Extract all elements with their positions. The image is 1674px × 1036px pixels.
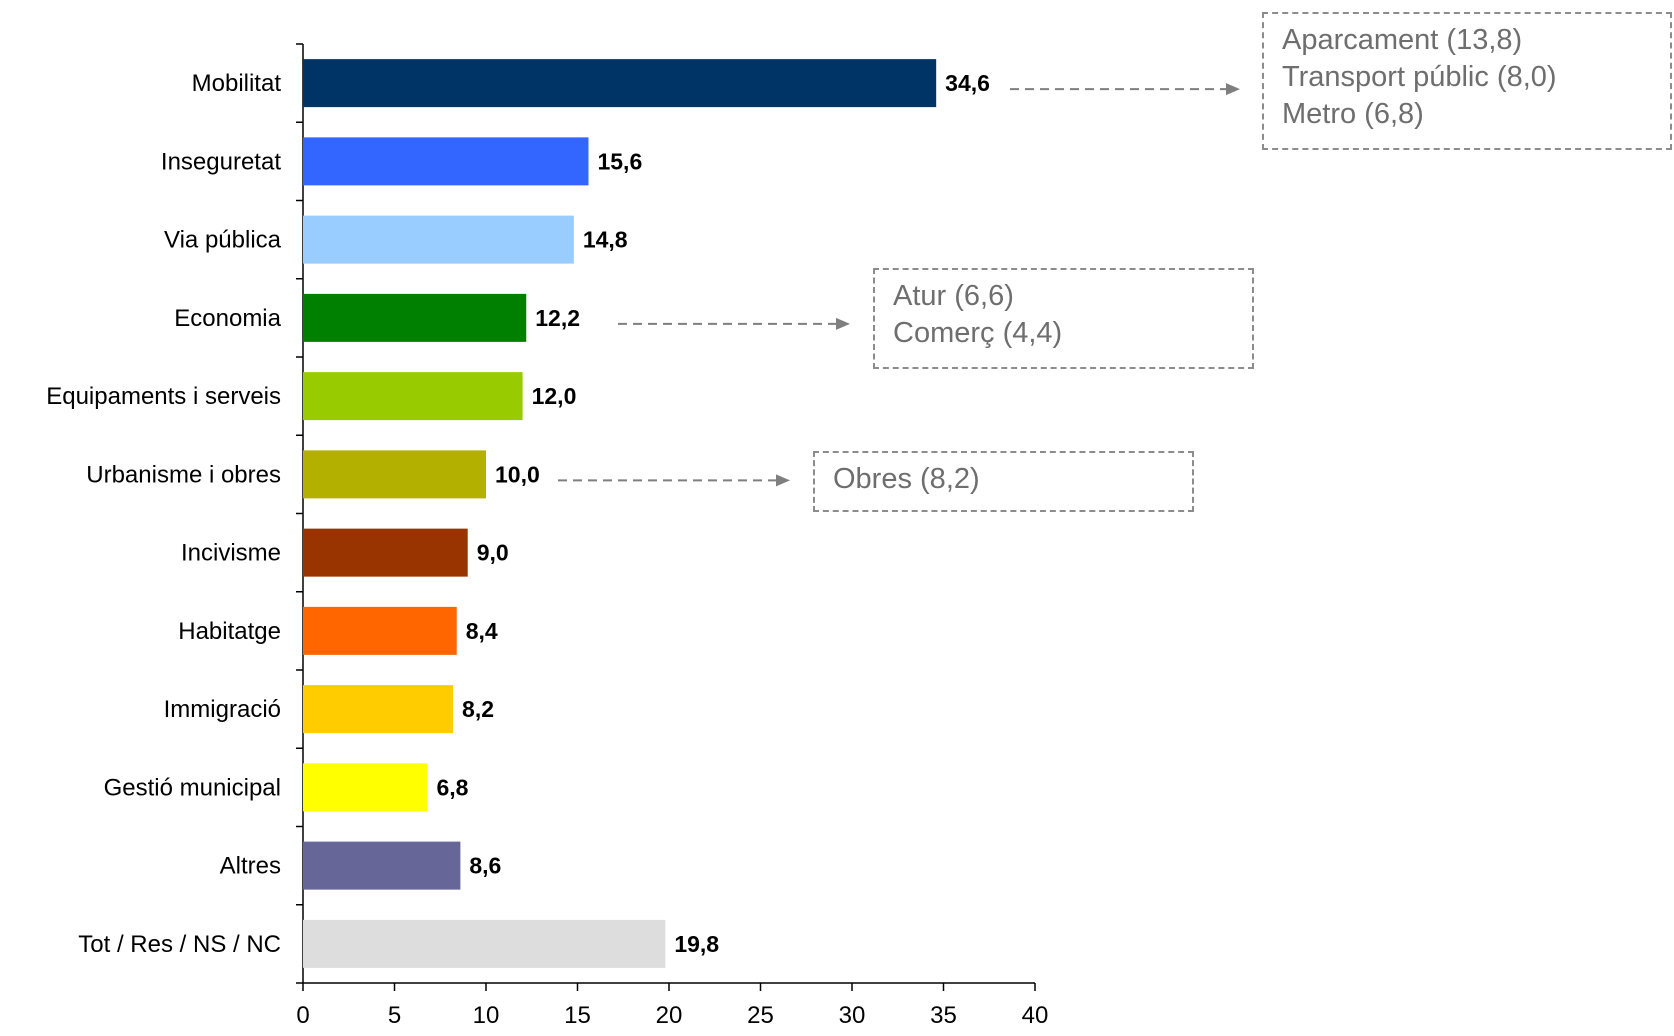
- value-label: 12,0: [532, 383, 577, 409]
- bar: [303, 372, 523, 421]
- bar: [303, 606, 457, 655]
- bar: [303, 685, 454, 734]
- value-label: 15,6: [597, 148, 642, 174]
- annotation-arrow-head: [836, 317, 850, 330]
- value-label: 9,0: [477, 540, 509, 566]
- value-label: 19,8: [674, 931, 719, 957]
- x-tick-label: 5: [388, 1002, 401, 1029]
- value-label: 8,6: [469, 853, 501, 879]
- annotation-box-urbanisme: Obres (8,2): [813, 451, 1194, 512]
- annotation-line: Metro (6,8): [1282, 98, 1424, 130]
- bar: [303, 293, 527, 342]
- bar: [303, 215, 574, 264]
- value-label: 14,8: [583, 227, 628, 253]
- x-tick-label: 10: [473, 1002, 500, 1029]
- annotation-box-mobilitat: Aparcament (13,8) Transport públic (8,0)…: [1262, 12, 1672, 150]
- category-label: Immigració: [164, 696, 281, 723]
- category-label: Mobilitat: [192, 70, 282, 97]
- annotation-arrow-head: [776, 474, 790, 487]
- annotation-line: Aparcament (13,8): [1282, 24, 1523, 56]
- annotation-arrow-head: [1226, 83, 1240, 96]
- bar: [303, 59, 937, 108]
- x-tick-label: 15: [564, 1002, 591, 1029]
- bar: [303, 528, 468, 577]
- x-tick-label: 35: [930, 1002, 957, 1029]
- value-label: 8,4: [466, 618, 498, 644]
- value-label: 10,0: [495, 461, 540, 487]
- bar: [303, 450, 486, 499]
- bar: [303, 841, 461, 890]
- value-label: 6,8: [436, 774, 468, 800]
- x-tick-label: 0: [296, 1002, 309, 1029]
- category-label: Tot / Res / NS / NC: [78, 931, 281, 958]
- annotation-line: Transport públic (8,0): [1282, 61, 1557, 93]
- category-label: Altres: [220, 853, 281, 880]
- bar: [303, 919, 666, 968]
- x-tick-label: 40: [1022, 1002, 1049, 1029]
- value-label: 34,6: [945, 70, 990, 96]
- x-tick-label: 20: [656, 1002, 683, 1029]
- category-label: Habitatge: [178, 618, 281, 645]
- annotation-box-economia: Atur (6,6) Comerç (4,4): [873, 268, 1254, 369]
- category-label: Inseguretat: [161, 148, 281, 175]
- category-label: Gestió municipal: [104, 774, 281, 801]
- value-label: 12,2: [535, 305, 580, 331]
- annotation-line: Atur (6,6): [893, 280, 1014, 312]
- x-tick-label: 30: [839, 1002, 866, 1029]
- annotation-line: Obres (8,2): [833, 463, 980, 495]
- bar: [303, 137, 589, 186]
- value-label: 8,2: [462, 696, 494, 722]
- x-tick-label: 25: [747, 1002, 774, 1029]
- category-label: Equipaments i serveis: [46, 383, 281, 410]
- category-label: Economia: [174, 305, 281, 332]
- annotation-line: Comerç (4,4): [893, 317, 1063, 349]
- category-label: Incivisme: [181, 540, 281, 567]
- bar: [303, 763, 428, 812]
- category-label: Urbanisme i obres: [86, 461, 281, 488]
- category-label: Via pública: [164, 227, 282, 254]
